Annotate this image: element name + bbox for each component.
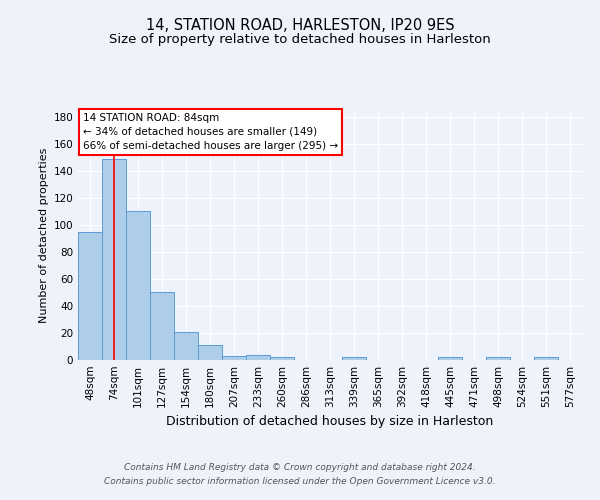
Bar bbox=[270, 358, 294, 360]
Bar bbox=[222, 356, 246, 360]
Bar bbox=[486, 358, 510, 360]
Bar bbox=[150, 292, 174, 360]
Bar bbox=[102, 158, 126, 360]
Y-axis label: Number of detached properties: Number of detached properties bbox=[39, 148, 49, 322]
Bar bbox=[198, 345, 222, 360]
Bar bbox=[342, 358, 366, 360]
X-axis label: Distribution of detached houses by size in Harleston: Distribution of detached houses by size … bbox=[166, 416, 494, 428]
Text: Contains public sector information licensed under the Open Government Licence v3: Contains public sector information licen… bbox=[104, 477, 496, 486]
Bar bbox=[78, 232, 102, 360]
Text: Size of property relative to detached houses in Harleston: Size of property relative to detached ho… bbox=[109, 32, 491, 46]
Bar bbox=[534, 358, 558, 360]
Text: 14, STATION ROAD, HARLESTON, IP20 9ES: 14, STATION ROAD, HARLESTON, IP20 9ES bbox=[146, 18, 454, 32]
Bar bbox=[438, 358, 462, 360]
Bar bbox=[246, 354, 270, 360]
Text: 14 STATION ROAD: 84sqm
← 34% of detached houses are smaller (149)
66% of semi-de: 14 STATION ROAD: 84sqm ← 34% of detached… bbox=[83, 112, 338, 150]
Text: Contains HM Land Registry data © Crown copyright and database right 2024.: Contains HM Land Registry data © Crown c… bbox=[124, 464, 476, 472]
Bar bbox=[174, 332, 198, 360]
Bar bbox=[126, 212, 150, 360]
